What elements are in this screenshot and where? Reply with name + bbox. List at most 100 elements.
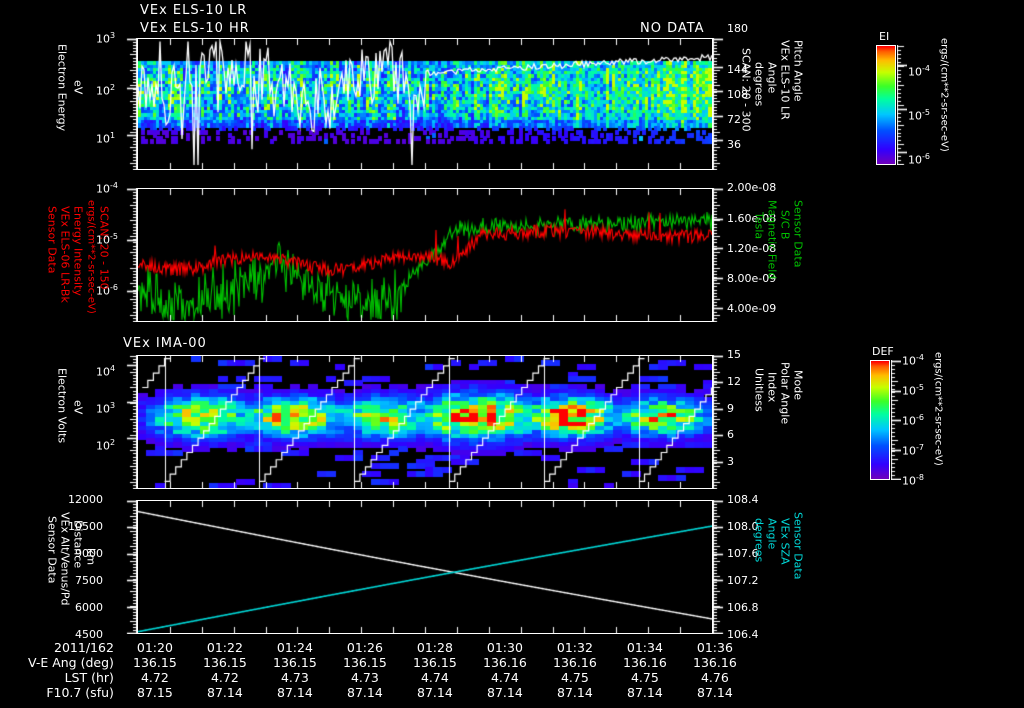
colorbar-bottom-ticks	[891, 360, 901, 480]
colorbar-bottom-tick-m5: 10-5	[902, 383, 924, 398]
panel1-y2tick-144: 144	[727, 63, 748, 76]
table-cell-ve-ang-7: 136.16	[623, 655, 667, 670]
table-cell-f107-6: 87.14	[557, 685, 593, 700]
colorbar-top-units: ergs/(cm**2-sr-sec-eV)	[938, 38, 950, 152]
panel3-ytick-4-exp: 4	[110, 364, 116, 373]
panel3-ytick-3-exp: 3	[110, 401, 116, 410]
panel1-y2tick-36: 36	[727, 138, 741, 151]
table-cell-lst-6: 4.75	[560, 670, 589, 685]
cbb-m6-mantissa: 10	[902, 414, 916, 428]
panel1-right-minor-ticks	[713, 38, 725, 170]
panel3-right-axis-label-2: Polar Angle	[778, 362, 792, 425]
colorbar-top-ticks	[897, 45, 907, 165]
panel1-left-axis-label: Electron Energy	[56, 44, 69, 164]
table-cell-ve-ang-1: 136.15	[203, 655, 247, 670]
panel1-left-minor-ticks	[125, 38, 137, 170]
panel4-ytick-9000: 9000	[75, 547, 103, 560]
cbb-m8-exp: -8	[916, 473, 924, 482]
table-cell-ve-ang-4: 136.15	[413, 655, 457, 670]
panel3-ytick-4-mantissa: 10	[96, 365, 110, 379]
panel4-right-axis-label-3: Angle	[765, 518, 779, 550]
panel4-right-axis-label-2: VEx SZA	[778, 518, 792, 565]
panel2-y2tick-8e9: 8.00e-09	[727, 272, 777, 285]
panel3-ytick-2: 102	[96, 438, 115, 453]
panel2-ytick-m4-mantissa: 10	[96, 182, 110, 196]
panel3-plot-area[interactable]	[137, 355, 713, 489]
table-cell-lst-3: 4.73	[350, 670, 379, 685]
panel4-plot-area[interactable]	[137, 500, 713, 634]
table-cell-f107-3: 87.14	[347, 685, 383, 700]
panel4-ytick-4500: 4500	[75, 628, 103, 641]
panel3-y2tick-9: 9	[727, 402, 734, 415]
panel1-no-data-label: NO DATA	[640, 21, 705, 36]
colorbar-bottom-units: ergs/(cm**2-sr-sec-eV)	[932, 352, 944, 466]
colorbar-top-canvas	[877, 46, 895, 164]
table-cell-ve-ang-8: 136.16	[693, 655, 737, 670]
panel2-ytick-m4: 10-4	[96, 181, 118, 196]
table-cell-lst-4: 4.74	[420, 670, 449, 685]
cbb-m8-mantissa: 10	[902, 474, 916, 488]
panel1-ytick-3-mantissa: 10	[96, 32, 110, 46]
cbt-m5-mantissa: 10	[908, 109, 922, 123]
panel2-y2tick-16e8: 1.60e-08	[727, 212, 777, 225]
panel2-y2tick-4e9: 4.00e-09	[727, 302, 777, 315]
panel4-y2tick-1064: 106.4	[727, 628, 759, 641]
panel1-right-axis-label-2: VEx ELS-10 LR	[778, 40, 792, 120]
table-row-f107: F10.7 (sfu) 87.15 87.14 87.14 87.14 87.14 87.…	[28, 685, 750, 700]
table-cell-ve-ang-2: 136.15	[273, 655, 317, 670]
panel2-ytick-m6-exp: -6	[110, 283, 118, 292]
panel1-ytick-1-exp: 1	[110, 131, 116, 140]
panel3-left-axis-label: Electron Volts	[55, 368, 69, 444]
panel1-left-axis-units: eV	[71, 80, 85, 140]
colorbar-top	[876, 45, 896, 165]
panel3-ytick-4: 104	[96, 364, 115, 379]
panel1-ytick-2-mantissa: 10	[96, 84, 110, 98]
panel4-left-axis-label-2: VEx Alt/Venus/Pd	[58, 512, 72, 606]
panel3-y2tick-6: 6	[727, 428, 734, 441]
table-cell-f107-8: 87.14	[697, 685, 733, 700]
table-cell-lst-7: 4.75	[630, 670, 659, 685]
table-cell-f107-0: 87.15	[137, 685, 173, 700]
table-rowlabel-date: 2011/162	[54, 640, 114, 655]
panel1-ytick-1: 101	[96, 131, 115, 146]
panel3-left-axis-units: eV	[71, 400, 85, 415]
table-cell-ve-ang-0: 136.15	[133, 655, 177, 670]
panel2-y2tick-2e8: 2.00e-08	[727, 181, 777, 194]
table-rowlabel-f107: F10.7 (sfu)	[46, 685, 114, 700]
table-cell-ve-ang-5: 136.16	[483, 655, 527, 670]
table-cell-f107-1: 87.14	[207, 685, 243, 700]
panel3-right-axis-label-4: Unitless	[752, 368, 766, 412]
panel4-y2tick-1068: 106.8	[727, 601, 759, 614]
panel1-ytick-3: 103	[96, 31, 115, 46]
table-rowlabel-lst: LST (hr)	[64, 670, 114, 685]
cbb-m7-mantissa: 10	[902, 444, 916, 458]
colorbar-bottom-tick-m7: 10-7	[902, 443, 924, 458]
panel2-ytick-m5: 10-5	[96, 232, 118, 247]
table-cell-time-0: 01:20	[136, 640, 173, 655]
panel3-ytick-2-mantissa: 10	[96, 439, 110, 453]
panel1-left-axis-units-text: eV	[71, 80, 85, 95]
colorbar-bottom-tick-m4: 10-4	[902, 353, 924, 368]
table-cell-f107-4: 87.14	[417, 685, 453, 700]
cbb-m4-exp: -4	[916, 353, 924, 362]
table-row-time: 2011/162 01:20 01:22 01:24 01:26 01:28 01:30 0…	[28, 640, 750, 655]
table-cell-time-3: 01:26	[346, 640, 383, 655]
panel2-y2tick-12e8: 1.20e-08	[727, 242, 777, 255]
panel1-plot-area[interactable]	[137, 38, 713, 170]
cbb-m6-exp: -6	[916, 413, 924, 422]
panel4-line-canvas	[138, 501, 712, 633]
panel2-right-axis-label-4: Tesla	[752, 212, 766, 240]
panel2-ytick-m4-exp: -4	[110, 181, 118, 190]
panel3-y2tick-15: 15	[727, 348, 741, 361]
table-row-lst: LST (hr) 4.72 4.72 4.73 4.73 4.74 4.74 4.75 4.7…	[28, 670, 750, 685]
panel3-right-minor-ticks	[713, 355, 725, 489]
cbt-m4-exp: -4	[922, 64, 930, 73]
panel4-right-axis-label-4: degrees	[752, 518, 766, 563]
panel4-ytick-7500: 7500	[75, 574, 103, 587]
panel2-ytick-m5-mantissa: 10	[96, 233, 110, 247]
panel1-spectrogram-canvas	[138, 39, 712, 169]
colorbar-top-tick-m6: 10-6	[908, 152, 930, 167]
panel4-left-minor-ticks	[125, 500, 137, 634]
panel2-plot-area[interactable]	[137, 188, 713, 322]
